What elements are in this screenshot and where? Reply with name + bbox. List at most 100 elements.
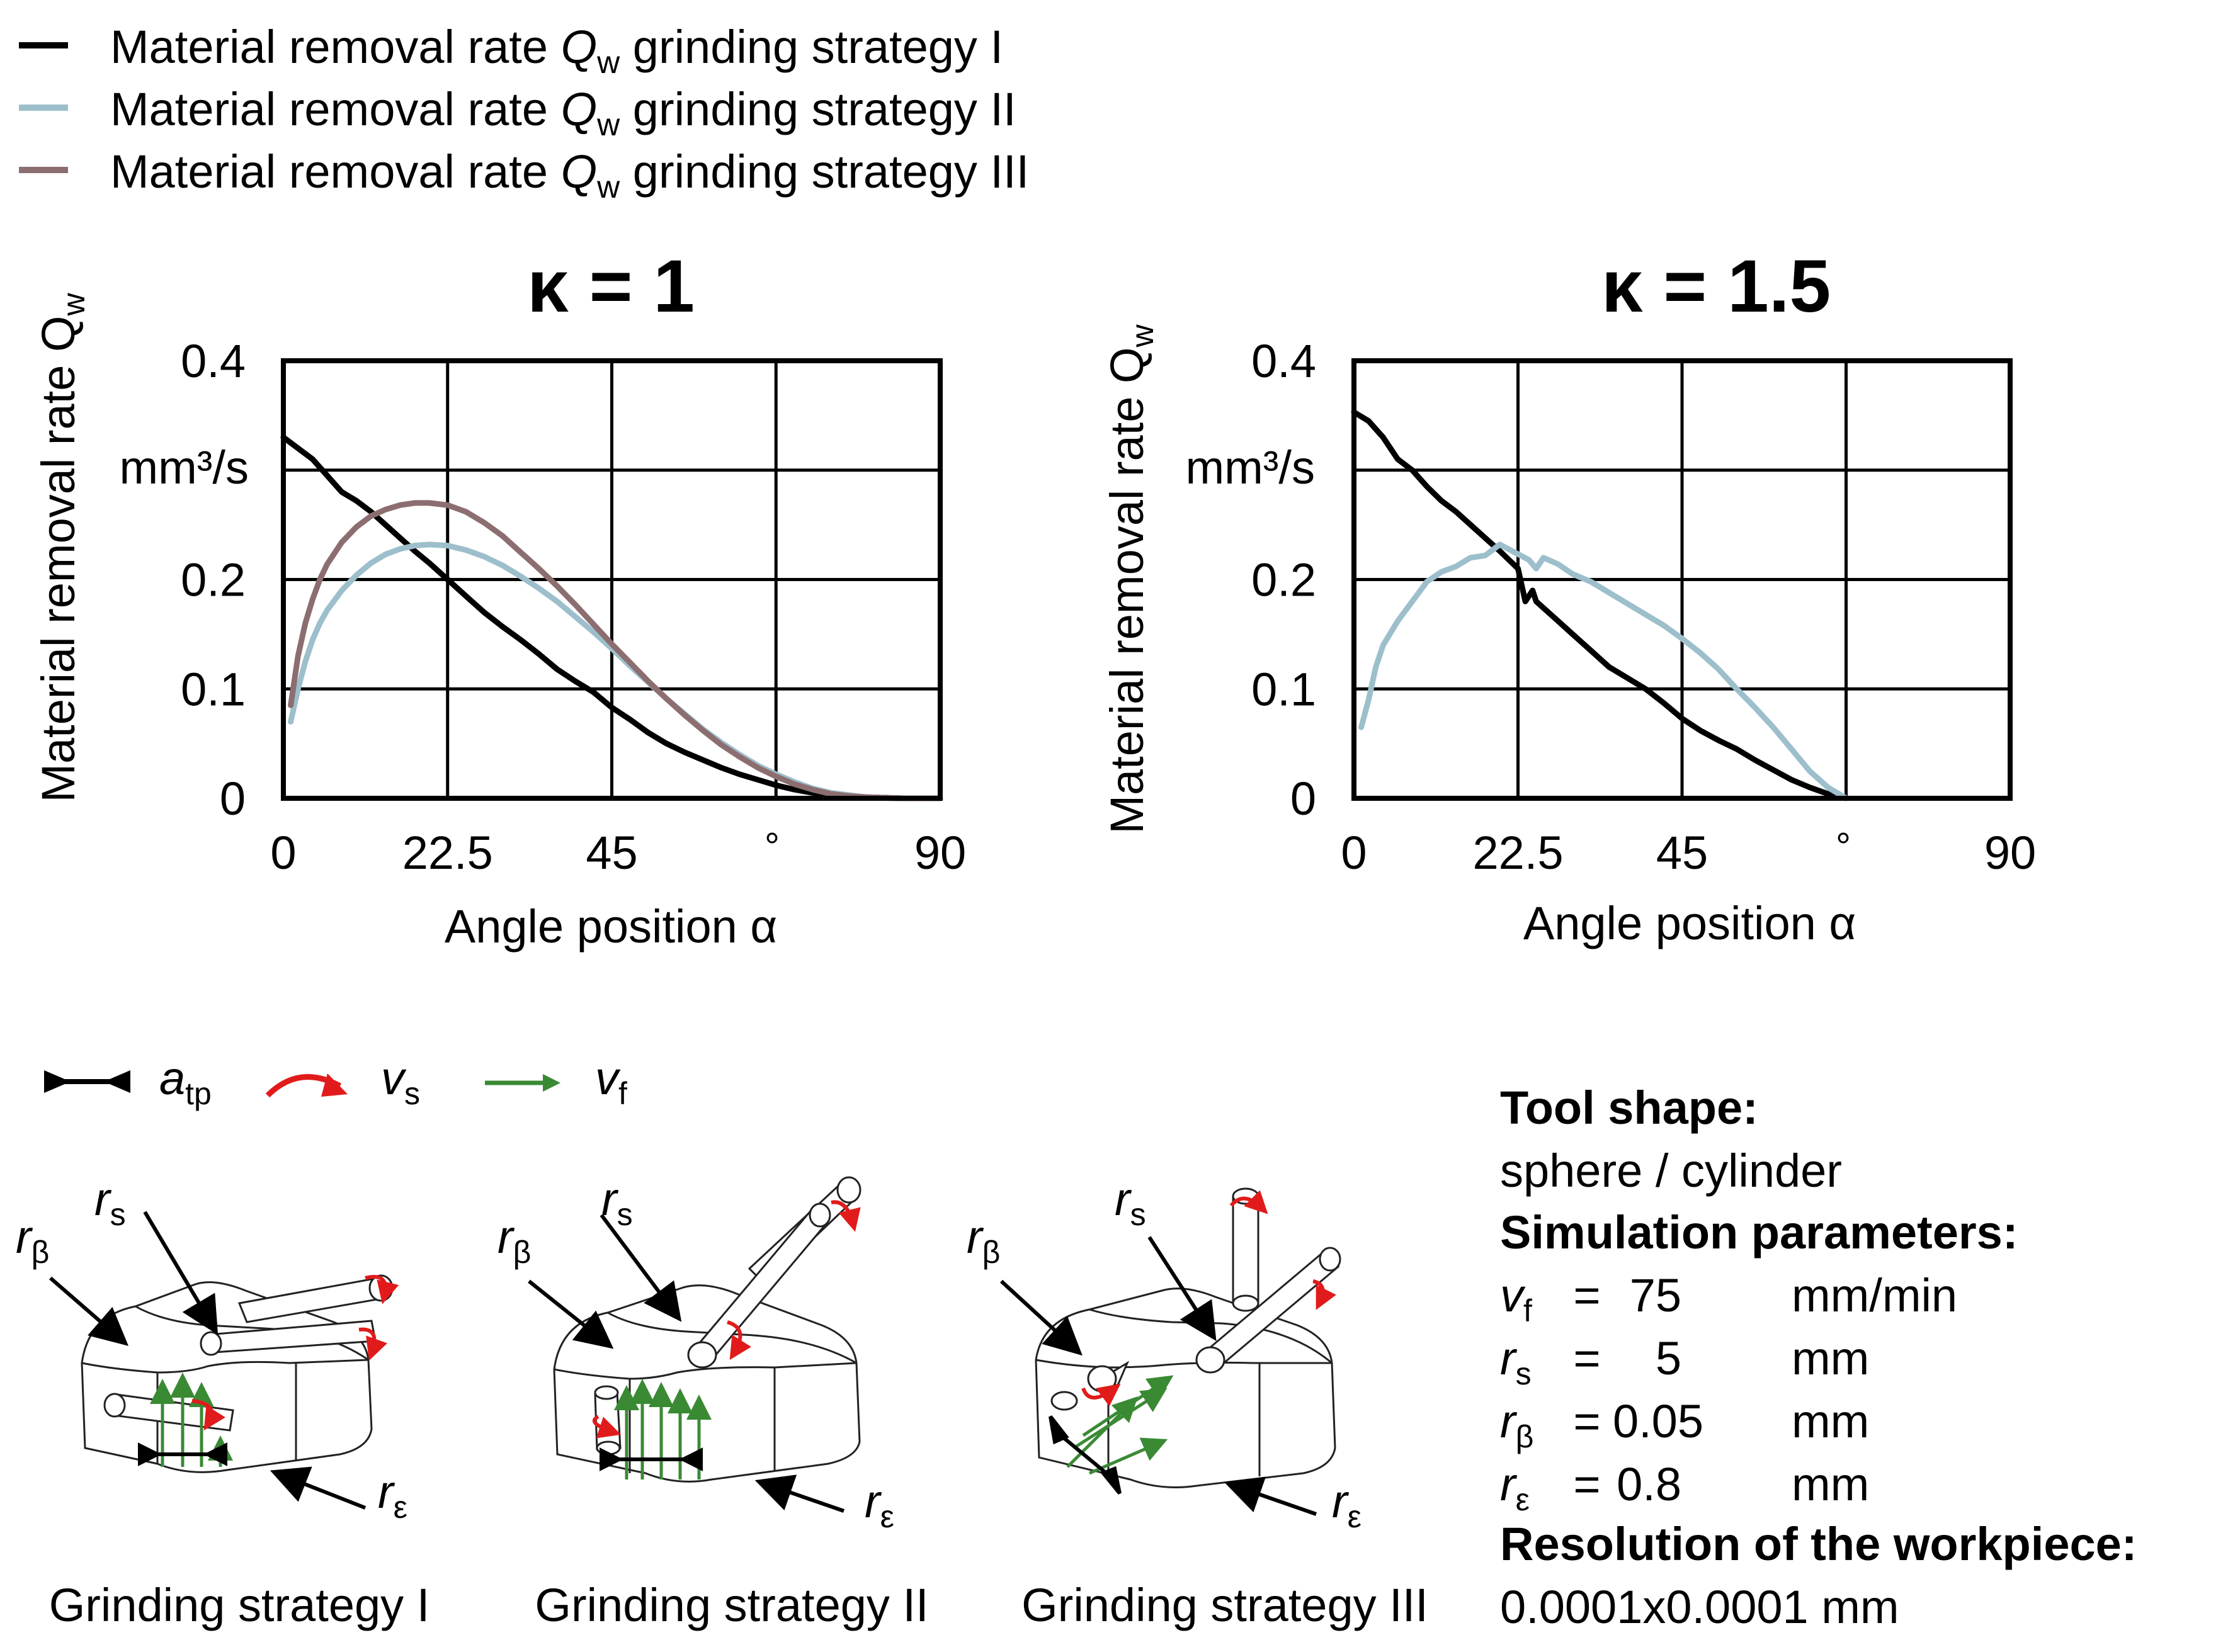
legend-item-2: Material removal rate Qw grinding strate… xyxy=(19,83,1016,142)
legend-label-3: Material removal rate Qw grinding strate… xyxy=(110,145,1029,205)
y-tick-label: 0.2 xyxy=(1251,554,1316,606)
caption-strategy-2: Grinding strategy II xyxy=(535,1579,928,1631)
vf-icon xyxy=(485,1074,560,1092)
vs-icon xyxy=(265,1073,348,1098)
svg-text:=: = xyxy=(1573,1332,1600,1384)
y-tick-label: 0.1 xyxy=(1251,663,1316,715)
radius-labels: rs rβ rε rs rβ rε rs rβ rε xyxy=(16,1173,1362,1534)
label-re-2: rε xyxy=(865,1475,894,1534)
pointer-lines xyxy=(999,1236,1317,1516)
param-row: vf = 75 mm/min xyxy=(1500,1269,1957,1328)
y-tick-label: 0 xyxy=(1290,772,1316,825)
svg-text:rs: rs xyxy=(1500,1332,1532,1391)
label-re-1: rε xyxy=(378,1466,407,1525)
x-tick-label: 22.5 xyxy=(1472,827,1563,879)
y-axis-unit: mm³/s xyxy=(120,441,249,494)
param-row: rε = 0.8 mm xyxy=(1500,1458,1869,1517)
y-tick-label: 0.2 xyxy=(181,554,246,606)
svg-text:mm: mm xyxy=(1792,1395,1869,1447)
y-tick-label: 0 xyxy=(220,772,246,825)
y-tick-label: 0.4 xyxy=(1251,335,1316,387)
vs-label: vs xyxy=(381,1052,420,1111)
y-axis-label: Material removal rate Qw xyxy=(1101,324,1160,834)
svg-text:75: 75 xyxy=(1630,1269,1681,1321)
rotation-arrows-icon xyxy=(1081,1190,1336,1406)
label-re-3: rε xyxy=(1332,1475,1362,1534)
param-row: rβ = 0.05 mm xyxy=(1500,1395,1869,1454)
x-tick-label: 45 xyxy=(1656,827,1708,879)
label-rs-1: rs xyxy=(94,1173,126,1232)
tool-shape-value: sphere / cylinder xyxy=(1500,1145,1842,1197)
label-rb-1: rβ xyxy=(16,1211,49,1270)
legend-item-1: Material removal rate Qw grinding strate… xyxy=(19,21,1003,80)
resolution-label: Resolution of the workpiece: xyxy=(1500,1518,2137,1570)
x-tick-label: 0 xyxy=(270,827,296,879)
label-rs-3: rs xyxy=(1115,1173,1146,1232)
label-rs-2: rs xyxy=(601,1173,633,1232)
depth-arrow-icon xyxy=(138,1442,227,1466)
legend: Material removal rate Qw grinding strate… xyxy=(19,21,1029,205)
chart-title: κ = 1.5 xyxy=(1601,245,1831,328)
tick-labels: 0 22.5 45 90 0 0.1 0.2 0.4 xyxy=(181,335,966,879)
chart-kappa-1-5: κ = 1.5 Material removal rate Qw mm³/s 0… xyxy=(1101,245,2036,949)
y-axis-label: Material removal rate Qw xyxy=(32,292,91,802)
depth-arrow-icon xyxy=(1049,1415,1122,1495)
series xyxy=(1351,409,1849,801)
workpiece-icon xyxy=(1035,1287,1336,1488)
svg-text:mm: mm xyxy=(1792,1332,1869,1384)
legend-label-1: Material removal rate Qw grinding strate… xyxy=(110,21,1003,80)
tool-shape-label: Tool shape: xyxy=(1500,1082,1758,1134)
atp-label: atp xyxy=(159,1052,212,1111)
tick-labels: 0 22.5 45 90 0 0.1 0.2 0.4 xyxy=(1251,335,2036,879)
param-row: rs = 5 mm xyxy=(1500,1332,1869,1391)
svg-text:0.8: 0.8 xyxy=(1617,1458,1681,1510)
symbol-legend: atp vs vf xyxy=(44,1052,627,1111)
x-tick-label: 45 xyxy=(586,827,637,879)
simulation-params-label: Simulation parameters: xyxy=(1500,1206,2018,1259)
grid xyxy=(283,361,940,798)
x-tick-label: 0 xyxy=(1341,827,1367,879)
series-line-1 xyxy=(1351,409,1849,801)
workpiece-icon xyxy=(553,1284,861,1483)
series-line-2 xyxy=(288,541,943,801)
svg-text:=: = xyxy=(1573,1269,1600,1321)
legend-label-2: Material removal rate Qw grinding strate… xyxy=(110,83,1016,142)
caption-strategy-3: Grinding strategy III xyxy=(1021,1579,1428,1631)
plot-frame xyxy=(1351,358,2013,801)
chart-kappa-1: κ = 1 Material removal rate Qw mm³/s 0 22… xyxy=(32,245,966,953)
y-tick-label: 0.1 xyxy=(181,663,246,715)
x-tick-label: 90 xyxy=(914,827,966,879)
rotation-arrows-icon xyxy=(593,1200,861,1439)
rotation-arrows-icon xyxy=(191,1275,399,1431)
pointer-lines xyxy=(528,1214,844,1513)
svg-text:rβ: rβ xyxy=(1500,1395,1533,1454)
svg-text:=: = xyxy=(1573,1395,1600,1447)
svg-text:0.05: 0.05 xyxy=(1613,1395,1703,1447)
x-tick-label: 90 xyxy=(1984,827,2036,879)
grid xyxy=(1354,361,2010,798)
caption-strategy-1: Grinding strategy I xyxy=(49,1579,430,1631)
x-axis-unit: ° xyxy=(765,825,780,868)
label-rb-2: rβ xyxy=(497,1211,531,1270)
series xyxy=(280,434,943,801)
label-rb-3: rβ xyxy=(967,1211,1000,1270)
svg-text:5: 5 xyxy=(1656,1332,1681,1384)
svg-text:mm/min: mm/min xyxy=(1792,1269,1957,1321)
resolution-value: 0.0001x0.0001 mm xyxy=(1500,1581,1899,1633)
x-axis-label: Angle position α xyxy=(1523,897,1856,949)
legend-item-3: Material removal rate Qw grinding strate… xyxy=(19,145,1029,205)
x-tick-label: 22.5 xyxy=(402,827,493,879)
strategy-3-illustration xyxy=(999,1187,1341,1516)
depth-arrow-icon xyxy=(600,1447,703,1471)
chart-title: κ = 1 xyxy=(527,245,695,328)
svg-text:mm: mm xyxy=(1792,1458,1869,1510)
parameters-panel: Tool shape: sphere / cylinder Simulation… xyxy=(1500,1082,2137,1633)
x-axis-label: Angle position α xyxy=(445,900,777,953)
pointer-lines xyxy=(49,1211,367,1510)
svg-text:vf: vf xyxy=(1500,1269,1532,1328)
svg-text:=: = xyxy=(1573,1458,1600,1510)
series-line-3 xyxy=(288,500,943,801)
series-line-2 xyxy=(1358,541,1849,801)
strategy-1-illustration xyxy=(49,1211,399,1510)
